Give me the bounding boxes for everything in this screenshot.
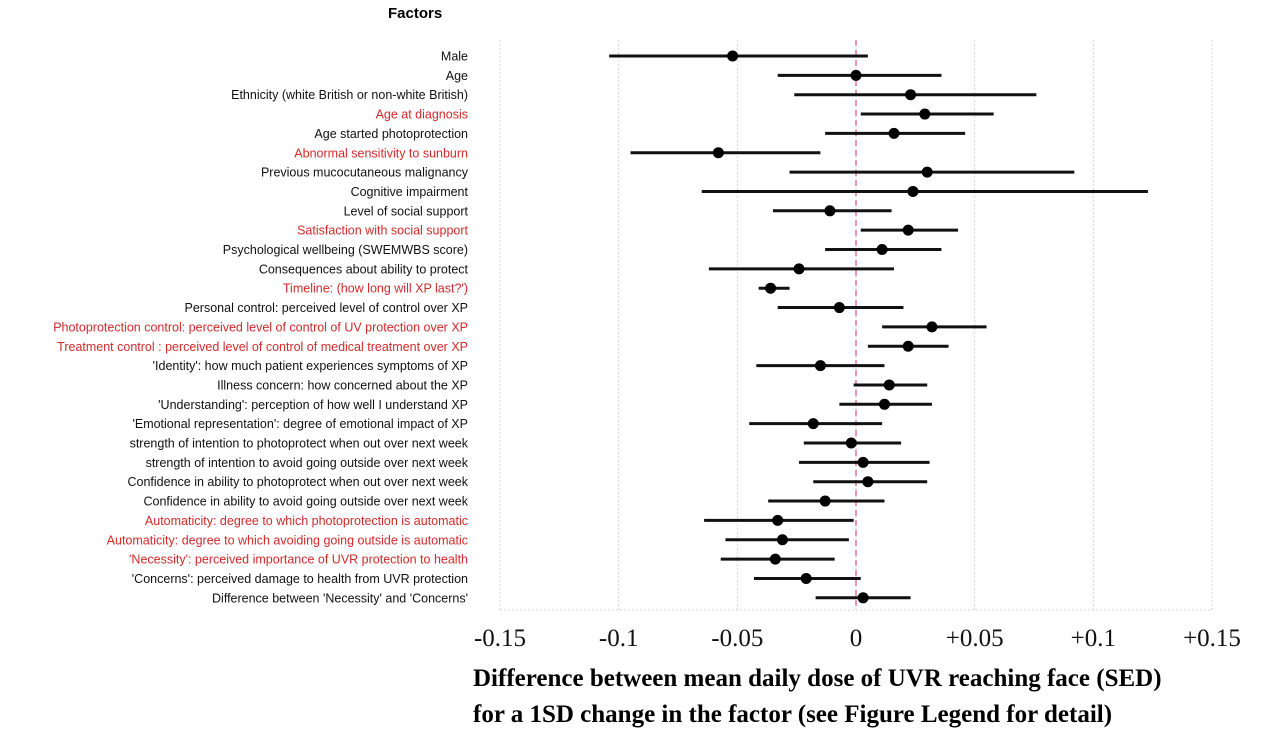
factor-label: 'Identity': how much patient experiences…: [153, 359, 468, 373]
factor-label: Treatment control : perceived level of c…: [57, 340, 468, 354]
factor-label: 'Emotional representation': degree of em…: [132, 417, 468, 431]
factor-label: Cognitive impairment: [351, 185, 469, 199]
factor-label: Personal control: perceived level of con…: [185, 301, 468, 315]
point-estimate: [926, 321, 938, 333]
factor-label: Previous mucocutaneous malignancy: [261, 166, 469, 180]
factor-label: Level of social support: [344, 204, 469, 218]
chart-title: Factors: [388, 5, 442, 22]
x-tick-label: +0.15: [1183, 625, 1241, 652]
point-estimate: [862, 476, 874, 488]
point-estimate: [824, 205, 836, 217]
factor-labels: Male Age Ethnicity (white British or non-w…: [53, 50, 469, 606]
point-estimate: [712, 147, 724, 159]
point-estimate: [819, 495, 831, 507]
x-axis-label-line-2: for a 1SD change in the factor (see Figu…: [473, 701, 1112, 728]
point-estimate: [727, 50, 739, 62]
point-estimate: [769, 553, 781, 565]
point-estimate: [883, 379, 895, 391]
x-tick-label: +0.05: [946, 625, 1004, 652]
point-estimate: [876, 244, 888, 255]
factor-label: 'Concerns': perceived damage to health f…: [132, 572, 468, 586]
factor-label: Male: [441, 50, 468, 64]
x-tick-label: +0.1: [1071, 625, 1116, 652]
factor-label: Timeline: (how long will XP last?'): [283, 282, 468, 296]
x-axis-label-line-1: Difference between mean daily dose of UV…: [473, 665, 1162, 692]
point-estimate: [905, 89, 917, 101]
point-estimate: [902, 340, 914, 352]
point-estimate: [765, 282, 777, 294]
factor-label: Ethnicity (white British or non-white Br…: [231, 88, 468, 102]
factor-label: Illness concern: how concerned about the…: [217, 378, 468, 392]
factor-label: 'Understanding': perception of how well …: [158, 398, 468, 412]
point-estimate: [888, 127, 900, 139]
factor-label: Satisfaction with social support: [297, 224, 468, 238]
factor-label: Automaticity: degree to which avoiding g…: [107, 533, 468, 547]
factor-label: 'Necessity': perceived importance of UVR…: [129, 553, 468, 567]
factor-label: Psychological wellbeing (SWEMWBS score): [223, 243, 468, 257]
point-estimate: [857, 592, 869, 604]
point-estimate: [919, 108, 931, 120]
factor-label: strength of intention to avoid going out…: [146, 456, 469, 470]
factor-label: strength of intention to photoprotect wh…: [130, 437, 469, 451]
factor-label: Age at diagnosis: [376, 108, 468, 122]
factor-label: Photoprotection control: perceived level…: [53, 320, 468, 334]
factor-label: Consequences about ability to protect: [259, 262, 469, 276]
x-tick-label: 0: [850, 625, 863, 652]
factor-label: Automaticity: degree to which photoprote…: [145, 514, 468, 528]
point-estimate: [845, 437, 857, 449]
factor-label: Confidence in ability to avoid going out…: [143, 495, 468, 509]
factor-label: Confidence in ability to photoprotect wh…: [128, 475, 469, 489]
point-estimate: [772, 514, 784, 526]
point-estimate: [814, 360, 826, 372]
point-estimate: [833, 302, 845, 314]
point-estimate: [878, 398, 890, 410]
factor-label: Difference between 'Necessity' and 'Conc…: [212, 591, 468, 605]
point-estimate: [907, 185, 919, 197]
confidence-intervals: [609, 54, 1148, 600]
factor-label: Abnormal sensitivity to sunburn: [294, 146, 468, 160]
factor-label: Age started photoprotection: [314, 127, 468, 141]
point-estimate: [793, 263, 805, 275]
point-estimate: [902, 224, 914, 236]
point-estimate: [850, 69, 862, 81]
point-estimate: [800, 572, 812, 584]
x-tick-labels: -0.15 -0.1 -0.05 0 +0.05 +0.1 +0.15: [474, 625, 1241, 652]
point-estimates: [712, 50, 938, 604]
point-estimate: [807, 418, 819, 430]
x-tick-label: -0.1: [599, 625, 639, 652]
point-estimate: [776, 534, 788, 546]
x-tick-label: -0.05: [711, 625, 763, 652]
x-tick-label: -0.15: [474, 625, 526, 652]
point-estimate: [921, 166, 933, 178]
factor-label: Age: [446, 69, 468, 83]
point-estimate: [857, 456, 869, 468]
